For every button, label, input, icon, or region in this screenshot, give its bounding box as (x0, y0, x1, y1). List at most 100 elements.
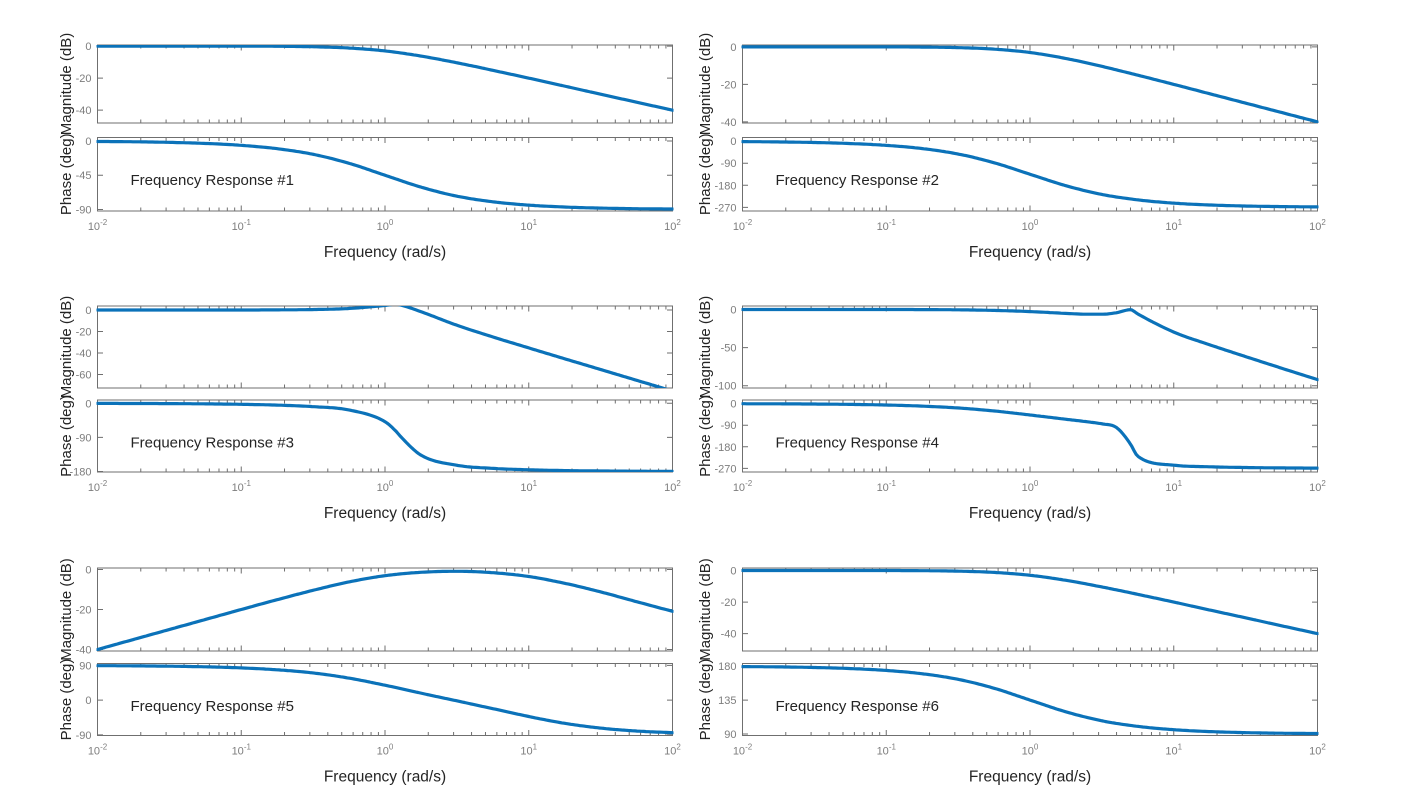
magnitude-axes-4-ytick-label: -100 (714, 381, 736, 393)
magnitude-axes-6-ytick-label: -20 (721, 597, 737, 609)
phase-axes-6-ytick-label: 180 (718, 661, 736, 673)
phase-axis-label: Phase (deg) (58, 133, 75, 215)
magnitude-axes-5-curve (96, 569, 674, 651)
phase-axes-2-ytick-label: 0 (730, 136, 736, 148)
phase-axis-label: Phase (deg) (58, 395, 75, 477)
x-tick-label: 102 (1309, 218, 1326, 233)
x-axis-label: Frequency (rad/s) (969, 244, 1091, 261)
phase-axis-label: Phase (deg) (697, 659, 714, 741)
phase-axes-6-curve (741, 665, 1319, 736)
x-tick-label: 10-2 (88, 479, 108, 494)
magnitude-axes-2-ytick-label: 0 (730, 42, 736, 54)
phase-axes-2-curve (741, 140, 1319, 209)
magnitude-axes-5-ytick-label: -20 (76, 605, 92, 617)
phase-axes-5-ytick-label: -90 (76, 730, 92, 742)
magnitude-axes-4-curve (741, 307, 1319, 382)
phase-axes-4-ytick-label: 0 (730, 399, 736, 411)
phase-axes-1-ytick-label: -45 (76, 170, 92, 182)
magnitude-axes-5-ytick-label: -40 (76, 645, 92, 657)
x-axis-label: Frequency (rad/s) (969, 769, 1091, 786)
x-tick-label: 101 (520, 479, 537, 494)
magnitude-axis-label: Magnitude (dB) (58, 33, 75, 136)
x-axis-label: Frequency (rad/s) (324, 244, 446, 261)
magnitude-axes-6-major-ticks (742, 568, 1318, 651)
phase-axes-5-ytick-label: 0 (85, 695, 91, 707)
magnitude-axes-1-ytick-label: 0 (85, 41, 91, 53)
magnitude-axes-3-ytick-label: -60 (76, 369, 92, 381)
magnitude-axes-5-box (97, 567, 673, 652)
x-tick-label: 102 (664, 743, 681, 758)
x-axis-label: Frequency (rad/s) (324, 505, 446, 522)
subplot-title: Frequency Response #2 (776, 172, 939, 189)
magnitude-axes-1-curve (96, 45, 674, 112)
phase-axes-3-curve (96, 401, 674, 472)
phase-axes-2-ytick-label: -270 (714, 202, 736, 214)
x-tick-label: 10-1 (877, 743, 897, 758)
magnitude-axes-3-ytick-label: -20 (76, 326, 92, 338)
subplot-title: Frequency Response #1 (131, 172, 294, 189)
magnitude-axes-6-minor-ticks (785, 568, 1312, 651)
phase-axes-3-ytick-label: -180 (69, 467, 91, 479)
x-tick-label: 10-1 (232, 743, 252, 758)
x-axis-label: Frequency (rad/s) (324, 769, 446, 786)
magnitude-axes-3-curve (96, 306, 669, 388)
x-tick-label: 100 (377, 479, 394, 494)
x-axis-label: Frequency (rad/s) (969, 505, 1091, 522)
magnitude-axes-6-ytick-label: -40 (721, 629, 737, 641)
phase-axes-6-ytick-label: 90 (724, 729, 736, 741)
x-tick-label: 10-2 (88, 218, 108, 233)
phase-axes-1-ytick-label: 0 (85, 136, 91, 148)
magnitude-axes-3-ytick-label: 0 (85, 305, 91, 317)
phase-axes-4-ytick-label: -90 (721, 420, 737, 432)
x-tick-label: 10-1 (877, 218, 897, 233)
magnitude-axis-label: Magnitude (dB) (697, 296, 714, 399)
subplot-title: Frequency Response #5 (131, 698, 294, 715)
subplot-frequency-response-2: 0 -20 -40 0 -90 -180 -270 10-2 10-1 100 101 102 Freq… (697, 33, 1326, 261)
magnitude-axes-5-minor-ticks (140, 568, 667, 651)
phase-axes-5-curve (96, 664, 674, 735)
phase-axes-4-ytick-label: -270 (714, 463, 736, 475)
x-tick-label: 102 (1309, 743, 1326, 758)
x-tick-label: 10-2 (733, 743, 753, 758)
phase-axes-4-minor-ticks (785, 400, 1312, 472)
magnitude-axis-label: Magnitude (dB) (58, 296, 75, 399)
x-tick-label: 100 (1022, 218, 1039, 233)
magnitude-axes-4-ytick-label: 0 (730, 305, 736, 317)
magnitude-axes-4-ytick-label: -50 (721, 343, 737, 355)
magnitude-axis-label: Magnitude (dB) (58, 558, 75, 661)
x-tick-label: 10-2 (733, 479, 753, 494)
x-tick-label: 102 (664, 479, 681, 494)
magnitude-axes-1-ytick-label: -40 (76, 105, 92, 117)
x-tick-label: 10-1 (877, 479, 897, 494)
phase-axes-4-ytick-label: -180 (714, 442, 736, 454)
x-tick-label: 100 (1022, 743, 1039, 758)
magnitude-axes-4-box (742, 305, 1318, 389)
phase-axes-2-minor-ticks (785, 137, 1312, 211)
magnitude-axes-2-major-ticks (742, 45, 1318, 123)
phase-axis-label: Phase (deg) (697, 133, 714, 215)
phase-axes-3-ytick-label: -90 (76, 432, 92, 444)
magnitude-axes-2-ytick-label: -20 (721, 79, 737, 91)
magnitude-axes-6-box (742, 567, 1318, 652)
phase-axis-label: Phase (deg) (697, 395, 714, 477)
magnitude-axes-3-minor-ticks (140, 306, 667, 388)
subplot-title: Frequency Response #6 (776, 698, 939, 715)
magnitude-axes-1-major-ticks (97, 45, 673, 123)
x-tick-label: 101 (1165, 218, 1182, 233)
magnitude-axes-3-major-ticks (97, 306, 673, 388)
x-tick-label: 100 (377, 218, 394, 233)
x-tick-label: 101 (1165, 479, 1182, 494)
x-tick-label: 10-1 (232, 218, 252, 233)
x-tick-label: 101 (1165, 743, 1182, 758)
subplot-frequency-response-1: 0 -20 -40 0 -45 -90 10-2 10-1 100 101 102 Frequency… (58, 33, 681, 261)
magnitude-axes-2-ytick-label: -40 (721, 117, 737, 129)
x-tick-label: 10-1 (232, 479, 252, 494)
phase-axes-1-curve (96, 139, 674, 211)
magnitude-axes-2-curve (741, 45, 1319, 123)
x-tick-label: 100 (1022, 479, 1039, 494)
x-tick-label: 101 (520, 743, 537, 758)
